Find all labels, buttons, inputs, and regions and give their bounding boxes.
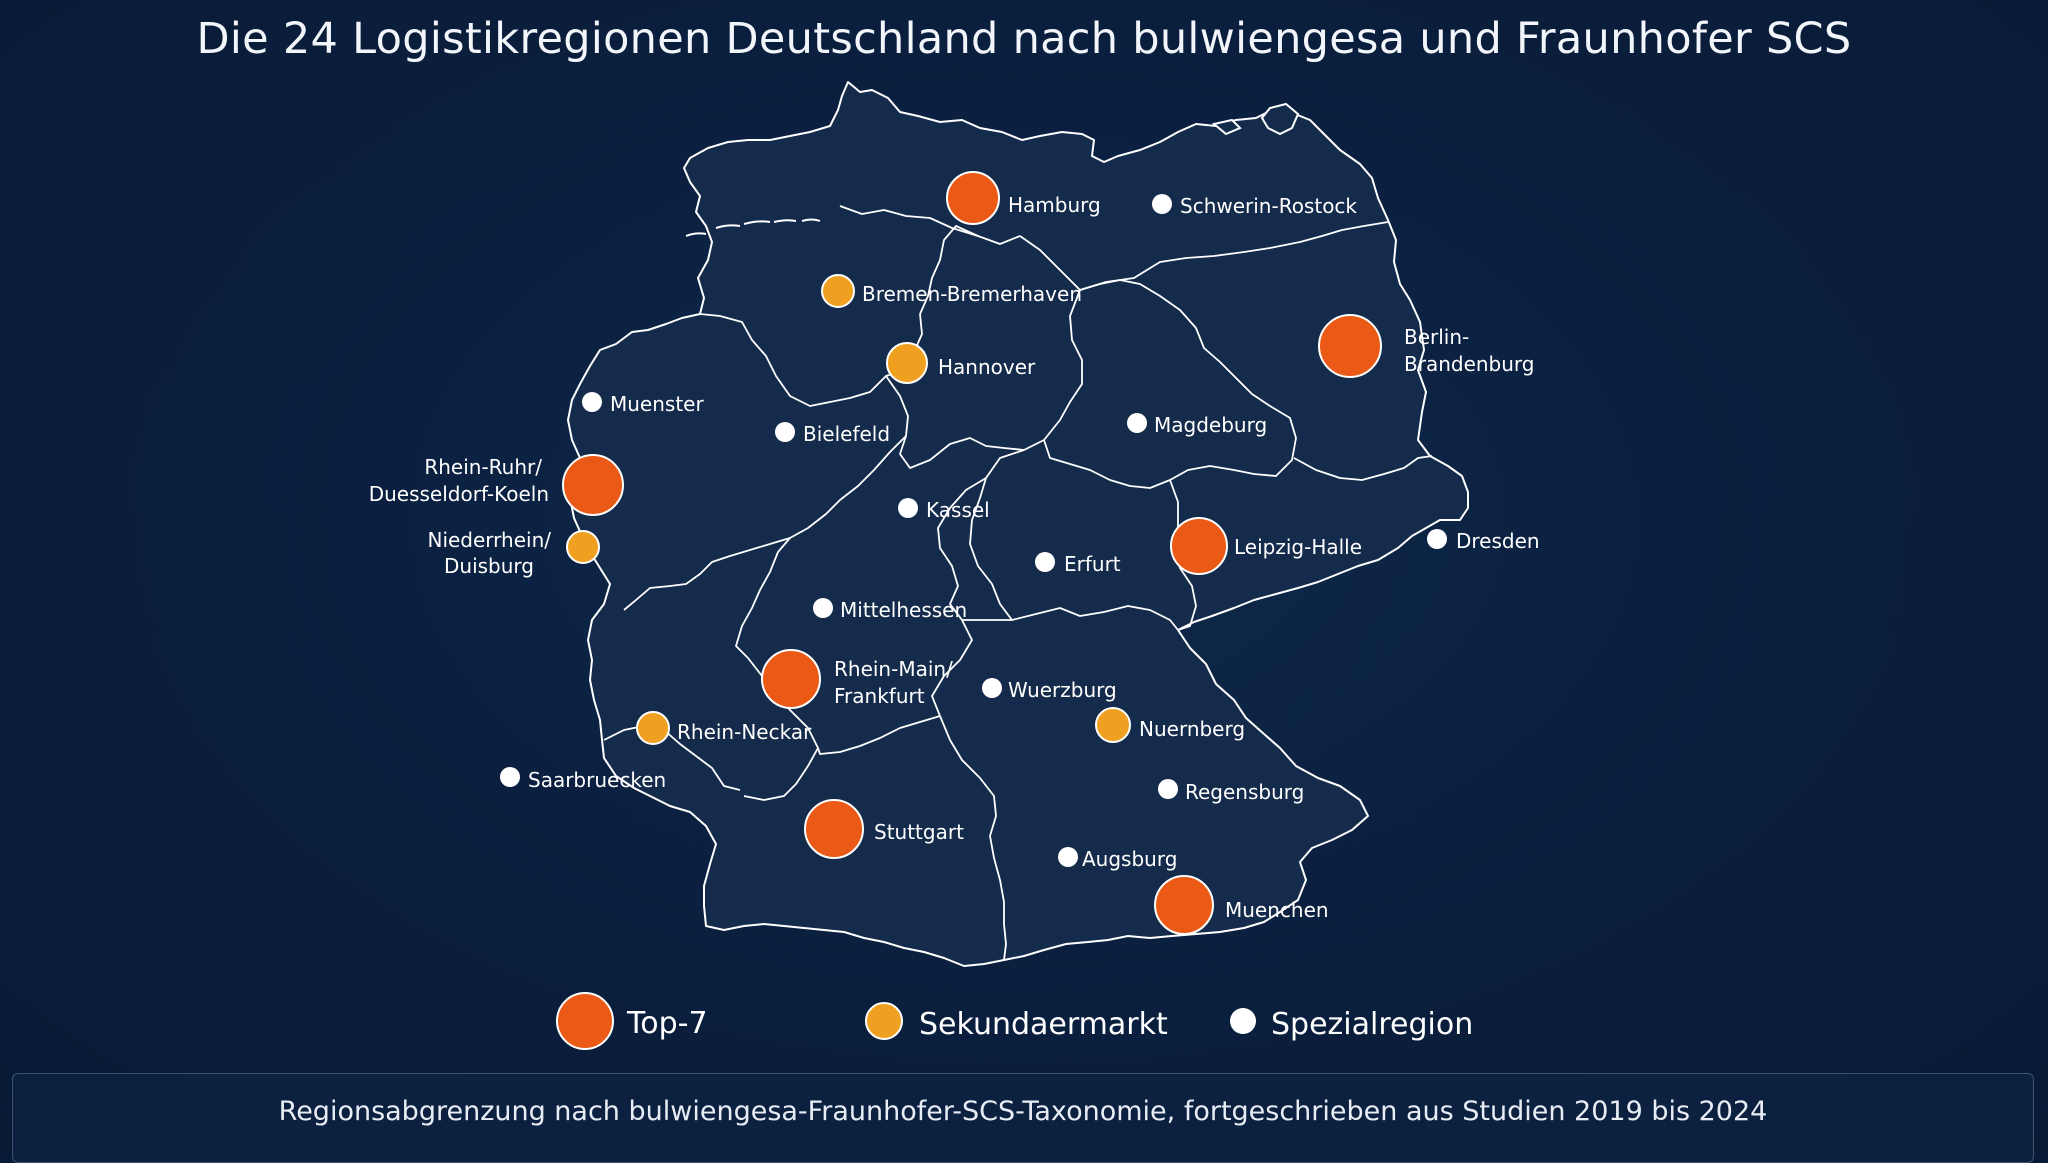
region-label-brandenburg: Brandenburg (1404, 352, 1535, 376)
frisian-islands (685, 218, 821, 237)
region-label-dresden: Dresden (1456, 529, 1540, 553)
region-marker-nuernberg[interactable] (1095, 707, 1131, 743)
region-label-wuerzburg: Wuerzburg (1008, 678, 1117, 702)
region-label-saarbruecken: Saarbruecken (528, 768, 666, 792)
region-marker-muenchen[interactable] (1154, 875, 1214, 935)
region-marker-stuttgart[interactable] (804, 799, 864, 859)
region-marker-rhein-neckar[interactable] (636, 711, 670, 745)
region-marker-rhein-ruhr[interactable] (562, 454, 624, 516)
region-label-rhein-neckar: Rhein-Neckar (677, 720, 812, 744)
region-label-nuernberg: Nuernberg (1139, 717, 1245, 741)
region-label-frankfurt: Frankfurt (834, 684, 925, 708)
region-label-berlin: Berlin- (1404, 325, 1469, 349)
footer-note: Regionsabgrenzung nach bulwiengesa-Fraun… (278, 1096, 1768, 1127)
region-marker-wuerzburg[interactable] (982, 678, 1002, 698)
region-marker-augsburg[interactable] (1058, 847, 1078, 867)
legend-top7-label: Top-7 (626, 1006, 708, 1041)
region-label-muenster: Muenster (610, 392, 704, 416)
region-label-bremen-bremerhaven: Bremen-Bremerhaven (862, 282, 1082, 306)
legend-sekundaer-label: Sekundaermarkt (919, 1007, 1168, 1042)
legend-spezial-label: Spezialregion (1271, 1007, 1473, 1042)
region-label-rhein-ruhr: Rhein-Ruhr/ (424, 455, 542, 479)
region-label-augsburg: Augsburg (1082, 847, 1177, 871)
region-marker-dresden[interactable] (1427, 529, 1447, 549)
region-marker-magdeburg[interactable] (1127, 413, 1147, 433)
baltic-islands (1211, 102, 1300, 136)
region-marker-schwerin-rostock[interactable] (1152, 194, 1172, 214)
region-label-schwerin-rostock: Schwerin-Rostock (1180, 194, 1357, 218)
region-label-kassel: Kassel (926, 498, 990, 522)
region-marker-erfurt[interactable] (1035, 552, 1055, 572)
region-label-stuttgart: Stuttgart (874, 820, 964, 844)
region-label-duisburg: Duisburg (444, 554, 534, 578)
region-marker-bremen-bremerhaven[interactable] (821, 274, 855, 308)
region-marker-mittelhessen[interactable] (813, 598, 833, 618)
region-markers: Hamburg Schwerin-Rostock Bremen-Bremerha… (369, 171, 1540, 935)
region-label-hamburg: Hamburg (1008, 193, 1101, 217)
region-label-magdeburg: Magdeburg (1154, 413, 1267, 437)
region-marker-bielefeld[interactable] (775, 422, 795, 442)
region-label-bielefeld: Bielefeld (803, 422, 890, 446)
region-label-duesseldorf-koeln: Duesseldorf-Koeln (369, 482, 549, 506)
legend-spezial-swatch (1230, 1008, 1256, 1034)
region-marker-leipzig-halle[interactable] (1170, 517, 1228, 575)
germany-outline (567, 81, 1469, 967)
region-label-mittelhessen: Mittelhessen (840, 598, 967, 622)
region-marker-hannover[interactable] (886, 342, 928, 384)
region-marker-kassel[interactable] (898, 498, 918, 518)
region-label-rhein-main: Rhein-Main/ (834, 657, 953, 681)
region-marker-regensburg[interactable] (1158, 779, 1178, 799)
region-marker-muenster[interactable] (582, 392, 602, 412)
legend: Top-7 Sekundaermarkt Spezialregion (556, 992, 1473, 1050)
footer-box: Regionsabgrenzung nach bulwiengesa-Fraun… (12, 1073, 2034, 1163)
region-label-muenchen: Muenchen (1225, 898, 1329, 922)
region-marker-rhein-main[interactable] (761, 649, 821, 709)
region-label-erfurt: Erfurt (1064, 552, 1121, 576)
region-marker-berlin-brandenburg[interactable] (1318, 314, 1382, 378)
region-label-niederrhein: Niederrhein/ (427, 528, 551, 552)
region-label-regensburg: Regensburg (1185, 780, 1304, 804)
region-marker-niederrhein[interactable] (566, 530, 600, 564)
region-marker-saarbruecken[interactable] (500, 767, 520, 787)
legend-top7-swatch (556, 992, 614, 1050)
map-title: Die 24 Logistikregionen Deutschland nach… (196, 14, 1852, 64)
region-label-leipzig-halle: Leipzig-Halle (1234, 535, 1362, 559)
region-label-hannover: Hannover (938, 355, 1036, 379)
legend-sekundaer-swatch (865, 1002, 903, 1040)
region-marker-hamburg[interactable] (946, 171, 1000, 225)
